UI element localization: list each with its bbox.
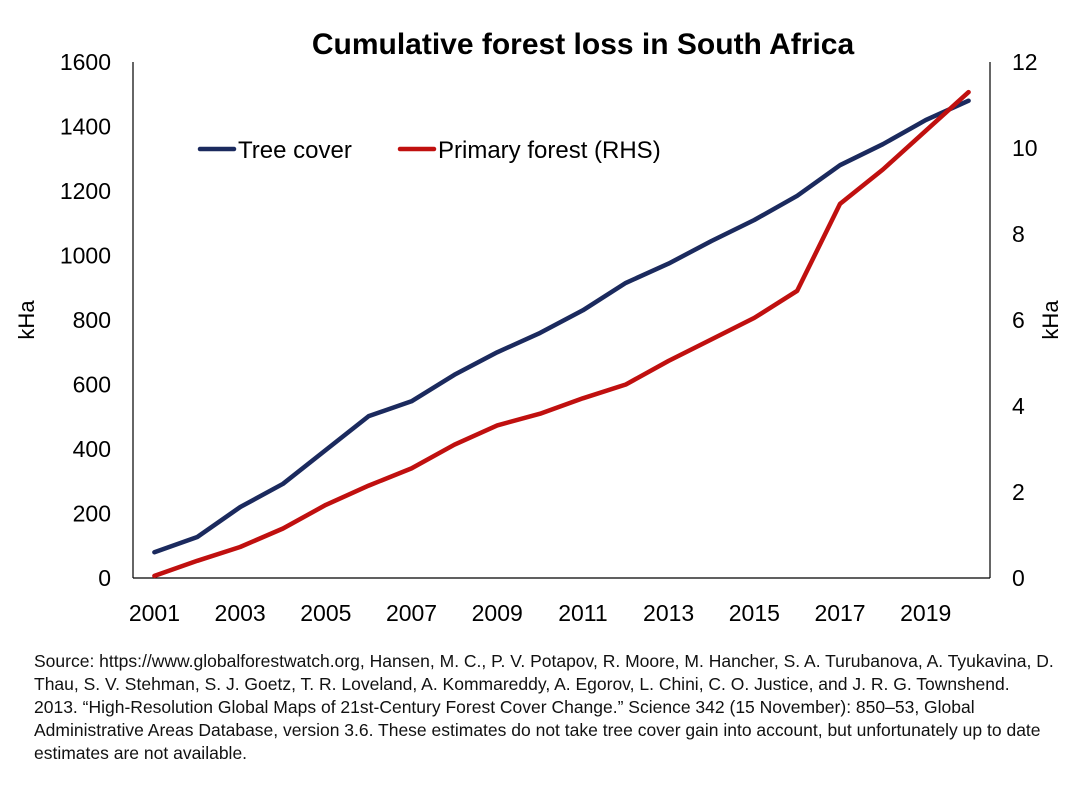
y-tick-label-left: 600 [73,372,111,398]
x-tick-label: 2007 [386,600,437,626]
primary-forest-line [152,89,971,579]
source-note: Source: https://www.globalforestwatch.or… [34,651,1054,763]
y-tick-label-left: 1400 [60,114,111,140]
y-tick-label-right: 4 [1012,393,1025,419]
axes-layer: 0 200 400 600 800 1000 1200 1400 1600 0 2 4 6 8 10 12 20… [14,49,1063,626]
y-tick-label-right: 10 [1012,135,1038,161]
y-tick-label-left: 0 [98,565,111,591]
y-tick-label-left: 1600 [60,49,111,75]
x-tick-label: 2015 [729,600,780,626]
x-tick-label: 2005 [300,600,351,626]
y-axis-title-right: kHa [1038,300,1063,340]
y-tick-label-right: 12 [1012,49,1038,75]
y-tick-label-left: 1000 [60,243,111,269]
x-tick-label: 2017 [814,600,865,626]
y-tick-label-right: 0 [1012,565,1025,591]
forest-loss-chart: Cumulative forest loss in South Africa 0… [14,28,1063,626]
x-tick-label: 2013 [643,600,694,626]
series-layer [152,89,971,579]
y-tick-label-right: 8 [1012,221,1025,247]
legend: Tree cover Primary forest (RHS) [197,137,661,164]
legend-label-primary-forest: Primary forest (RHS) [438,137,661,164]
y-tick-label-left: 800 [73,307,111,333]
y-tick-label-left: 400 [73,436,111,462]
y-tick-label-left: 1200 [60,178,111,204]
y-tick-label-right: 2 [1012,479,1025,505]
y-tick-label-right: 6 [1012,307,1025,333]
x-tick-label: 2009 [472,600,523,626]
chart-title: Cumulative forest loss in South Africa [312,28,855,61]
y-axis-title-left: kHa [14,300,39,340]
tree-cover-line [152,98,971,555]
legend-label-tree-cover: Tree cover [238,137,352,164]
x-tick-label: 2001 [129,600,180,626]
x-tick-label: 2003 [215,600,266,626]
y-tick-label-left: 200 [73,501,111,527]
x-tick-label: 2019 [900,600,951,626]
x-tick-label: 2011 [558,600,607,626]
